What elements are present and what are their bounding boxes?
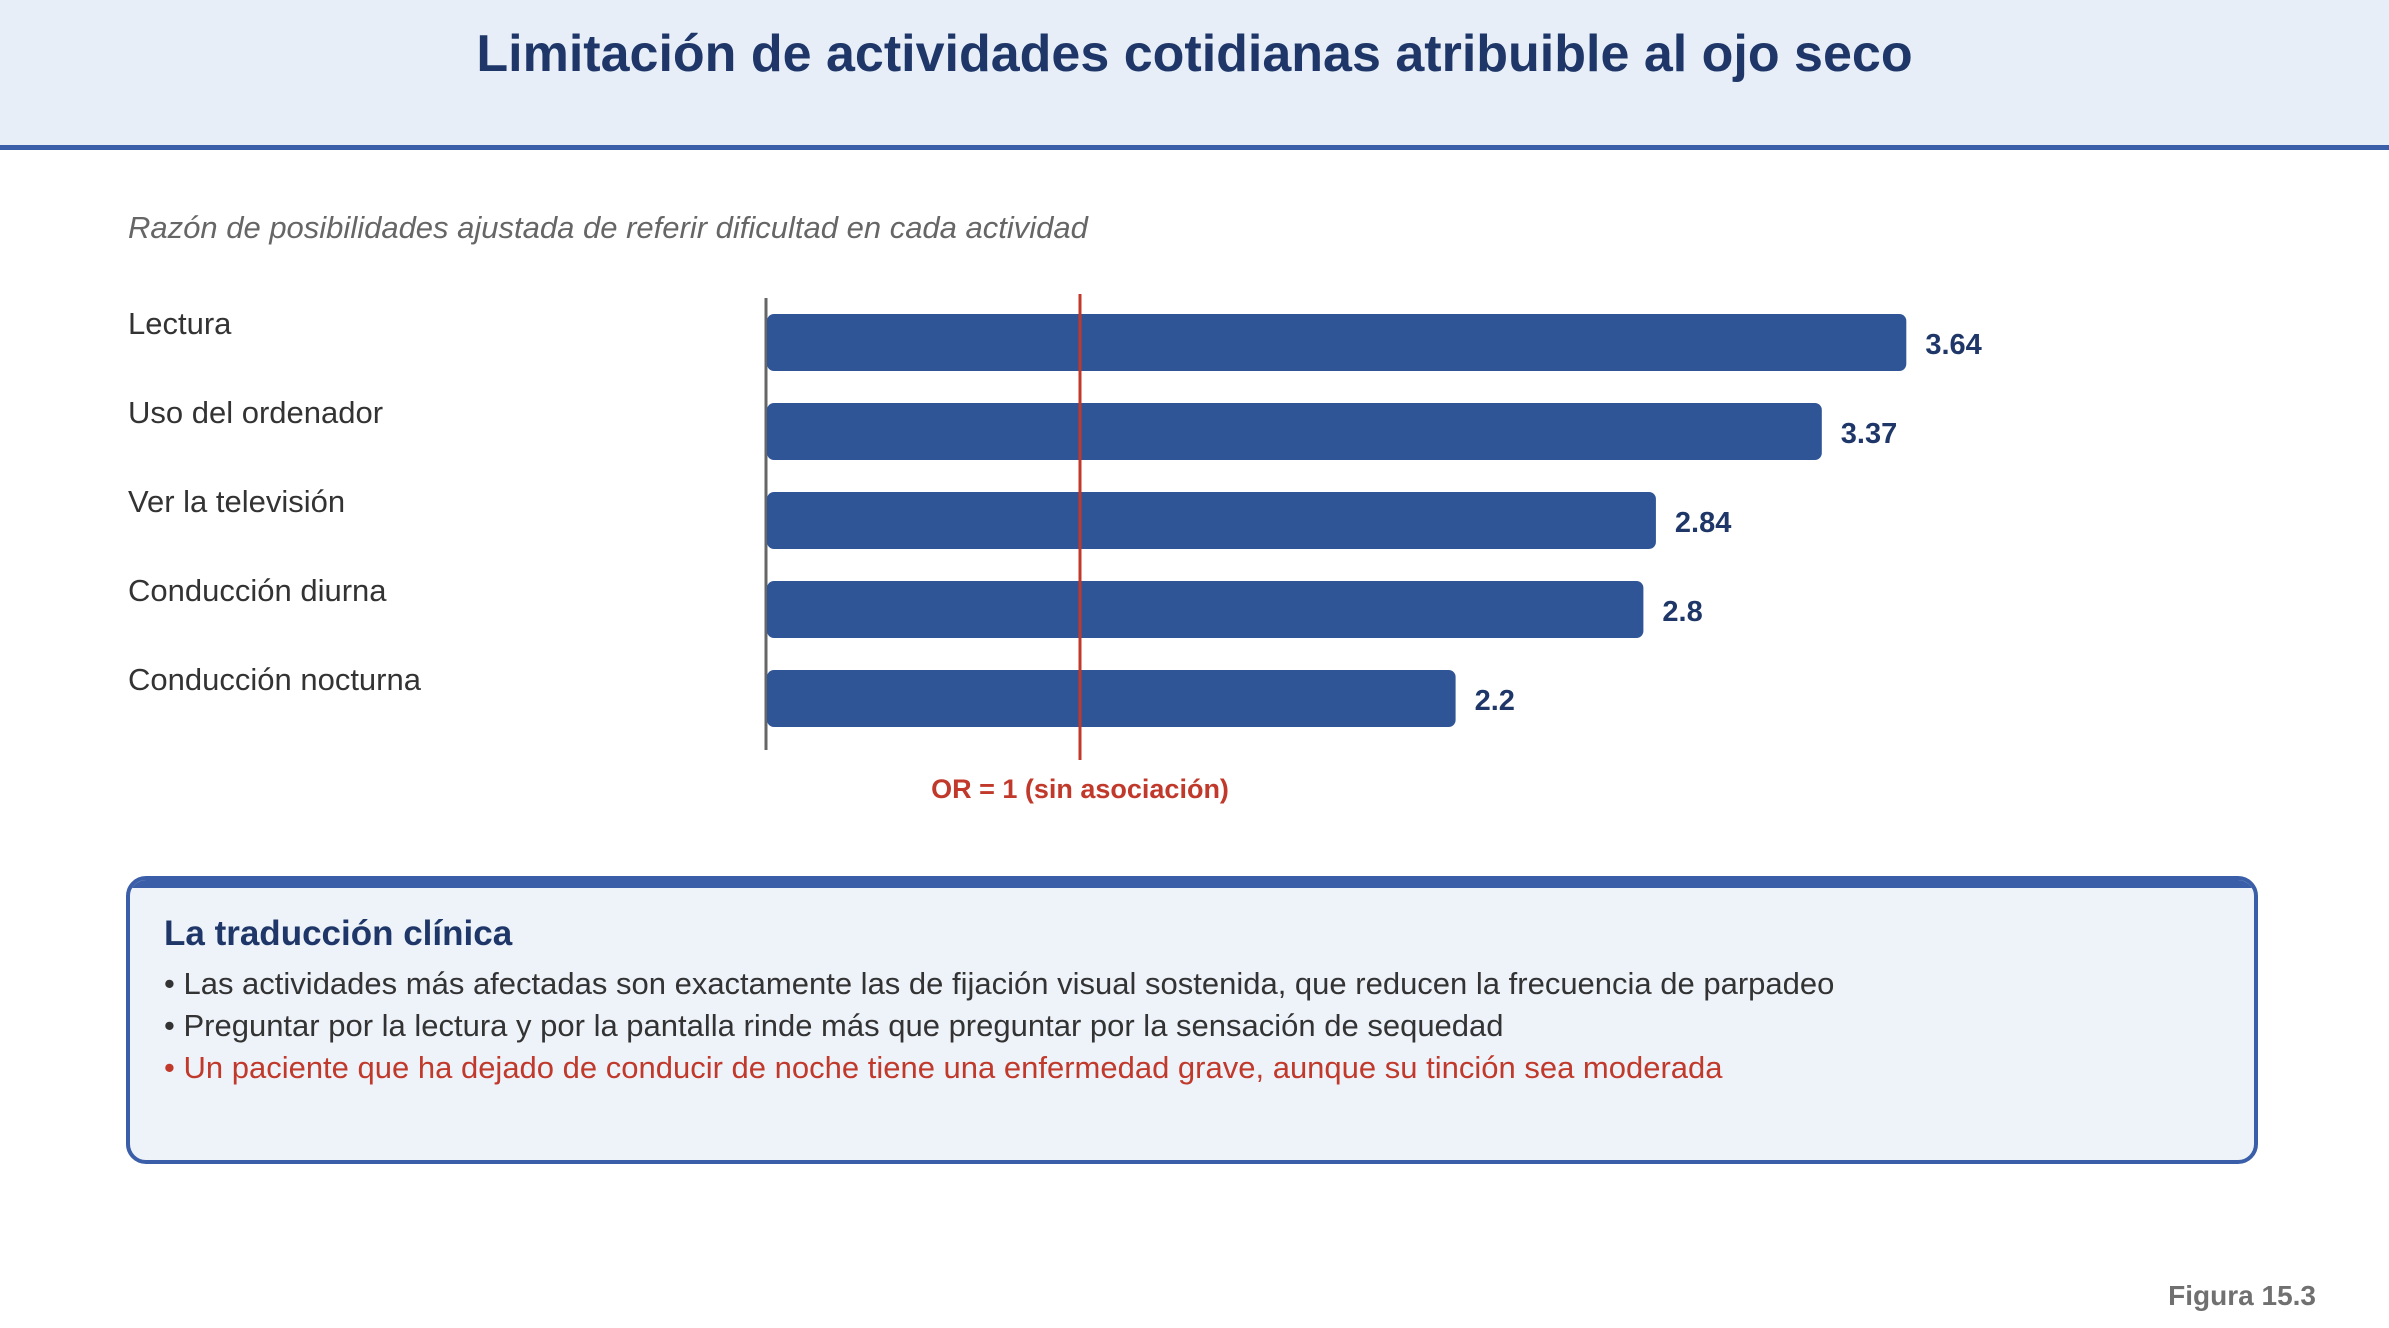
page-title: Limitación de actividades cotidianas atr… — [476, 25, 1913, 83]
bar — [767, 492, 1656, 549]
bar — [767, 403, 1822, 460]
category-label: Ver la televisión — [128, 484, 345, 519]
category-label: Conducción diurna — [128, 573, 387, 608]
bar-chart: Lectura 3.64 Uso del ordenador 3.37 Ver la t… — [128, 294, 1982, 804]
callout-bullet-alert: • Un paciente que ha dejado de conducir … — [164, 1050, 1723, 1085]
reference-label: OR = 1 (sin asociación) — [931, 774, 1229, 804]
data-label: 2.2 — [1475, 685, 1515, 717]
callout-accent-bar — [130, 880, 2254, 888]
header-banner: Limitación de actividades cotidianas atr… — [0, 0, 2389, 150]
bar — [767, 314, 1907, 371]
data-label: 2.84 — [1675, 507, 1731, 539]
data-label: 3.64 — [1925, 329, 1981, 361]
clinical-callout: La traducción clínica • Las actividades … — [126, 876, 2258, 1164]
category-label: Uso del ordenador — [128, 395, 383, 430]
chart-subtitle: Razón de posibilidades ajustada de refer… — [128, 210, 1088, 245]
callout-title: La traducción clínica — [164, 914, 513, 953]
category-label: Lectura — [128, 306, 232, 341]
bar — [767, 581, 1644, 638]
data-label: 2.8 — [1662, 596, 1702, 628]
bar — [767, 670, 1456, 727]
callout-bullet: • Preguntar por la lectura y por la pant… — [164, 1008, 1504, 1043]
category-label: Conducción nocturna — [128, 662, 422, 697]
figure-label: Figura 15.3 — [2168, 1280, 2316, 1311]
callout-bullet: • Las actividades más afectadas son exac… — [164, 966, 1835, 1001]
data-label: 3.37 — [1841, 418, 1897, 450]
